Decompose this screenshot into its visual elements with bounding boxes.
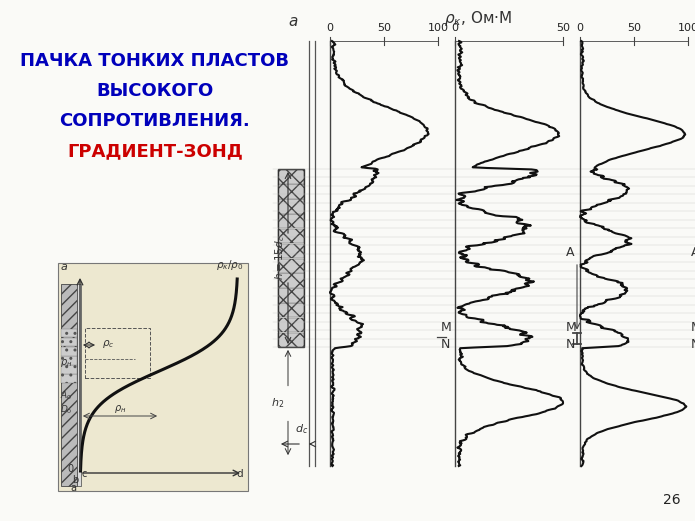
- Text: 26: 26: [663, 493, 681, 507]
- Text: $\rho_н$: $\rho_н$: [60, 357, 72, 369]
- Text: 0: 0: [68, 464, 74, 474]
- Bar: [278, 199, 304, 214]
- Bar: [61, 284, 77, 486]
- Bar: [61, 365, 77, 374]
- Text: M: M: [441, 320, 452, 333]
- Text: N: N: [566, 338, 575, 351]
- Text: 50: 50: [556, 23, 570, 33]
- Bar: [278, 169, 304, 347]
- Text: 0: 0: [452, 23, 459, 33]
- Bar: [278, 214, 304, 228]
- Text: d: d: [236, 469, 243, 479]
- Bar: [278, 274, 304, 288]
- Bar: [278, 229, 304, 243]
- Bar: [77, 284, 81, 486]
- Bar: [278, 303, 304, 317]
- Text: A: A: [691, 246, 695, 259]
- Bar: [61, 347, 77, 355]
- Bar: [278, 333, 304, 347]
- Text: ВЫСОКОГО: ВЫСОКОГО: [97, 82, 213, 100]
- Text: $\rho_\kappa/\rho_0$: $\rho_\kappa/\rho_0$: [215, 258, 243, 272]
- Text: 100: 100: [427, 23, 448, 33]
- Text: ГРАДИЕНТ-ЗОНД: ГРАДИЕНТ-ЗОНД: [67, 142, 243, 160]
- Text: $D_0$: $D_0$: [60, 404, 72, 416]
- Text: b: b: [72, 475, 79, 485]
- Bar: [278, 318, 304, 332]
- Text: M: M: [691, 320, 695, 333]
- Bar: [61, 329, 77, 337]
- Text: N: N: [691, 338, 695, 351]
- Text: 50: 50: [377, 23, 391, 33]
- Text: $h=15d_c$: $h=15d_c$: [273, 235, 287, 280]
- Bar: [58, 263, 248, 491]
- Text: a: a: [61, 262, 68, 272]
- Bar: [61, 356, 77, 365]
- Bar: [278, 184, 304, 199]
- Text: 50: 50: [627, 23, 641, 33]
- Text: $\rho_c$: $\rho_c$: [102, 338, 115, 350]
- Text: a: a: [70, 483, 76, 493]
- Text: c: c: [82, 469, 88, 479]
- Bar: [61, 374, 77, 383]
- Text: a: a: [288, 14, 297, 29]
- Text: $d_c$: $d_c$: [295, 422, 309, 436]
- Text: $A_0$: $A_0$: [60, 389, 72, 402]
- Text: 0: 0: [327, 23, 334, 33]
- Bar: [85, 328, 150, 378]
- Text: $h_2$: $h_2$: [272, 396, 284, 411]
- Bar: [278, 244, 304, 258]
- Text: ПАЧКА ТОНКИХ ПЛАСТОВ: ПАЧКА ТОНКИХ ПЛАСТОВ: [20, 52, 290, 70]
- Bar: [278, 169, 304, 184]
- Text: СОПРОТИВЛЕНИЯ.: СОПРОТИВЛЕНИЯ.: [60, 112, 250, 130]
- Bar: [278, 258, 304, 273]
- Text: 100: 100: [678, 23, 695, 33]
- Text: $\rho_н$: $\rho_н$: [114, 403, 126, 415]
- Text: $\rho_\kappa$, Ом·М: $\rho_\kappa$, Ом·М: [444, 9, 512, 28]
- Bar: [278, 288, 304, 303]
- Text: 0: 0: [576, 23, 584, 33]
- Text: M: M: [566, 320, 577, 333]
- Text: A: A: [566, 246, 575, 259]
- Text: N: N: [441, 338, 450, 351]
- Bar: [61, 338, 77, 346]
